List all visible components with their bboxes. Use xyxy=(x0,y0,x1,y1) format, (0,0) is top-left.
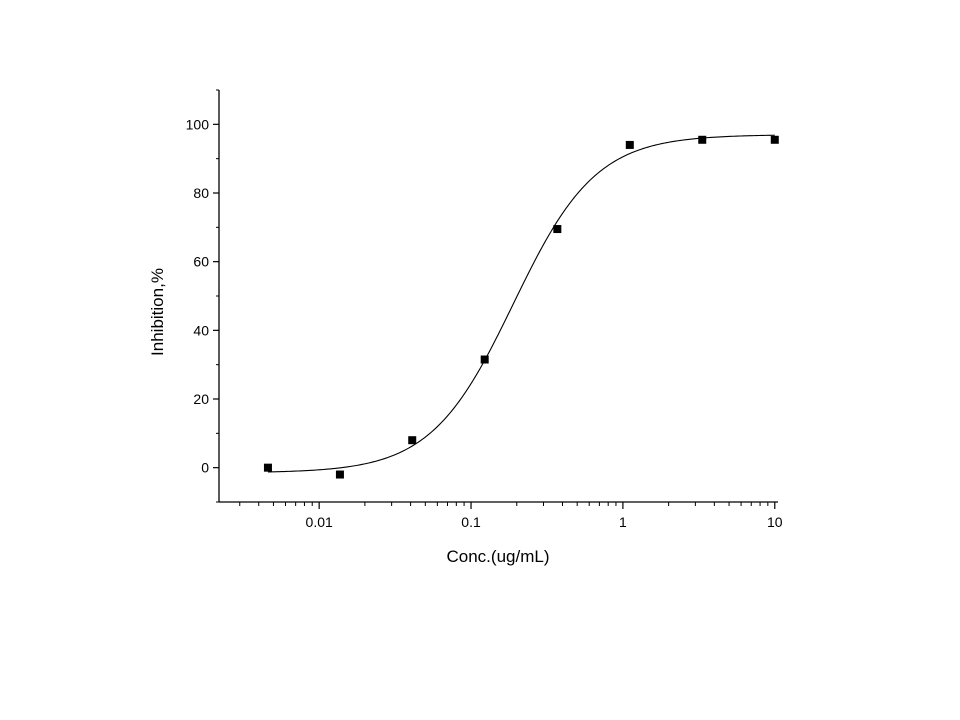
data-point xyxy=(553,225,562,234)
data-point xyxy=(480,355,489,364)
data-point xyxy=(335,470,344,479)
y-tick-label: 20 xyxy=(193,391,209,407)
y-axis-title: Inhibition,% xyxy=(148,268,167,356)
y-tick-label: 0 xyxy=(201,460,209,476)
x-axis-title: Conc.(ug/mL) xyxy=(447,547,550,566)
y-tick-label: 60 xyxy=(193,254,209,270)
data-point xyxy=(770,135,779,144)
data-point xyxy=(263,463,272,472)
fit-curve xyxy=(267,134,775,473)
ticks: 0 20 40 60 80 100 0.01 0.1 1 10 xyxy=(186,89,783,530)
x-tick-label: 1 xyxy=(619,514,627,530)
data-points-layer xyxy=(263,135,779,479)
data-point xyxy=(408,436,417,445)
data-point xyxy=(698,135,707,144)
x-tick-label: 0.01 xyxy=(306,514,333,530)
axes xyxy=(218,90,778,503)
y-tick-label: 100 xyxy=(186,116,210,132)
x-tick-label: 0.1 xyxy=(461,514,481,530)
fit-curve-layer xyxy=(267,134,775,473)
y-tick-label: 40 xyxy=(193,322,209,338)
x-tick-label: 10 xyxy=(767,514,783,530)
y-tick-label: 80 xyxy=(193,185,209,201)
data-point xyxy=(625,140,634,149)
